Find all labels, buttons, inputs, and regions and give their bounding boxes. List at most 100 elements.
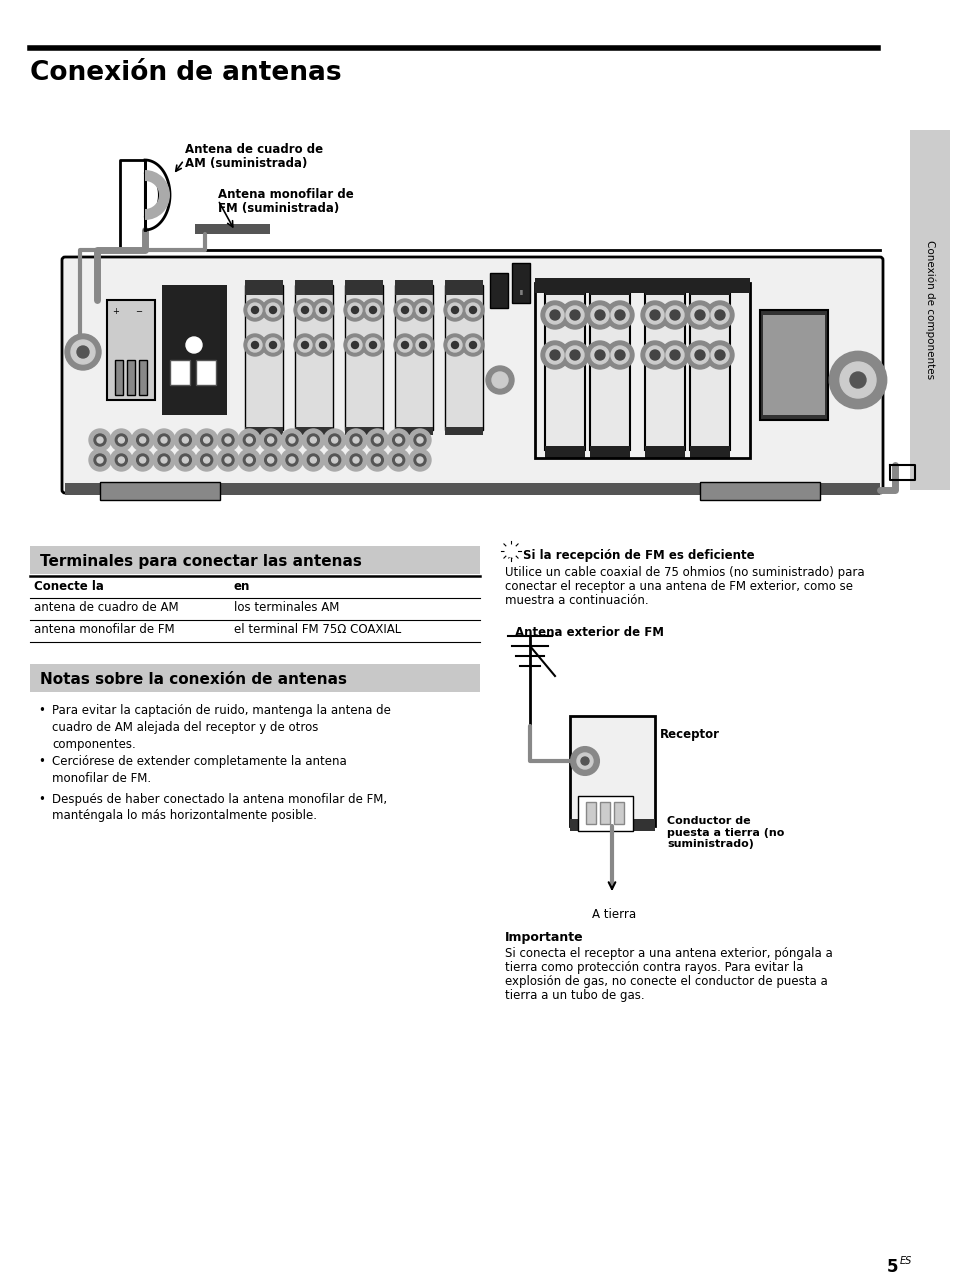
Text: Para evitar la captación de ruido, mantenga la antena de
cuadro de AM alejada de: Para evitar la captación de ruido, mante… [52,705,391,750]
Circle shape [397,303,412,317]
Circle shape [387,429,409,451]
Text: muestra a continuación.: muestra a continuación. [504,594,648,606]
Circle shape [244,299,266,321]
Bar [589,290,629,450]
Circle shape [315,303,330,317]
Circle shape [669,350,679,361]
Circle shape [186,338,202,353]
Circle shape [560,301,588,329]
Bar [245,427,283,434]
Text: Conexión de componentes: Conexión de componentes [923,241,934,380]
Circle shape [269,341,276,349]
Circle shape [401,307,408,313]
Bar [490,273,507,308]
Circle shape [590,347,608,364]
Circle shape [374,437,380,443]
Circle shape [111,448,132,471]
Circle shape [286,434,297,446]
Circle shape [610,306,628,324]
Circle shape [344,334,366,355]
Circle shape [387,448,409,471]
FancyBboxPatch shape [62,257,882,493]
Circle shape [252,307,258,313]
Bar [444,280,482,296]
Circle shape [94,434,106,446]
Circle shape [369,341,376,349]
Circle shape [152,429,174,451]
Circle shape [461,299,483,321]
Bar [544,280,584,296]
Circle shape [550,350,559,361]
Circle shape [195,448,217,471]
Circle shape [350,454,361,466]
Circle shape [615,310,624,320]
Circle shape [222,434,233,446]
Circle shape [262,299,284,321]
Bar [589,280,629,296]
Bar [395,280,433,296]
Wedge shape [145,169,170,220]
Bar [139,361,147,395]
Circle shape [161,457,167,462]
Circle shape [374,457,380,462]
Bar [644,280,684,296]
Circle shape [302,448,324,471]
Bar [909,130,949,490]
Circle shape [266,338,280,352]
Circle shape [345,429,367,451]
Circle shape [395,437,401,443]
Text: AM (suministrada): AM (suministrada) [185,157,307,169]
Circle shape [158,434,170,446]
Circle shape [111,429,132,451]
Text: Cerciórese de extender completamente la antena
monofilar de FM.: Cerciórese de extender completamente la … [52,755,346,786]
Text: II: II [518,290,522,296]
Bar [127,361,135,395]
Circle shape [203,457,210,462]
Bar [345,280,382,296]
Circle shape [665,347,683,364]
Circle shape [371,434,383,446]
Circle shape [264,434,276,446]
Circle shape [397,338,412,352]
Circle shape [281,448,303,471]
Circle shape [640,341,668,369]
Text: Antena monofilar de: Antena monofilar de [218,189,354,201]
Bar [512,262,530,303]
Circle shape [590,306,608,324]
Circle shape [286,454,297,466]
Circle shape [690,347,708,364]
Circle shape [705,301,733,329]
Bar [395,427,433,434]
Circle shape [710,347,728,364]
Circle shape [550,310,559,320]
Circle shape [301,341,308,349]
Circle shape [645,306,663,324]
Circle shape [451,307,458,313]
Circle shape [829,352,885,408]
Circle shape [565,306,583,324]
Circle shape [448,303,461,317]
Circle shape [492,372,507,389]
Bar [644,290,684,450]
Text: tierra a un tubo de gas.: tierra a un tubo de gas. [504,989,644,1001]
Circle shape [416,457,422,462]
Circle shape [348,303,361,317]
Circle shape [259,429,281,451]
Text: A tierra: A tierra [592,908,636,921]
Circle shape [319,341,326,349]
Circle shape [312,334,334,355]
Circle shape [266,303,280,317]
Circle shape [714,350,724,361]
Circle shape [281,429,303,451]
Text: •: • [38,755,45,768]
Text: tierra como protección contra rayos. Para evitar la: tierra como protección contra rayos. Par… [504,961,802,975]
Circle shape [243,434,255,446]
Circle shape [695,310,704,320]
Circle shape [297,338,312,352]
Text: antena monofilar de FM: antena monofilar de FM [34,623,174,636]
Circle shape [395,457,401,462]
Circle shape [461,334,483,355]
Circle shape [540,301,568,329]
Circle shape [714,310,724,320]
Bar [115,361,123,395]
